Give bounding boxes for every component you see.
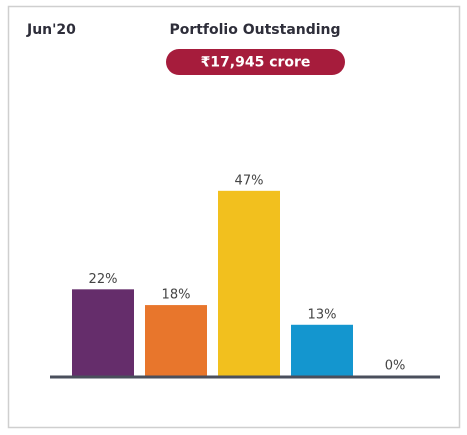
period-label: Jun'20 — [26, 22, 76, 38]
bar — [72, 289, 134, 376]
bar — [145, 305, 207, 376]
value-label: 18% — [162, 288, 191, 303]
value-label: 13% — [308, 307, 337, 322]
value-label: 47% — [235, 173, 264, 188]
value-label: 0% — [385, 359, 406, 374]
total-badge — [166, 49, 345, 75]
bar — [291, 324, 353, 376]
value-label: 22% — [89, 272, 118, 287]
bar — [218, 190, 280, 376]
total-text: ₹17,945 crore — [201, 55, 311, 71]
chart-title: Portfolio Outstanding — [169, 22, 340, 38]
